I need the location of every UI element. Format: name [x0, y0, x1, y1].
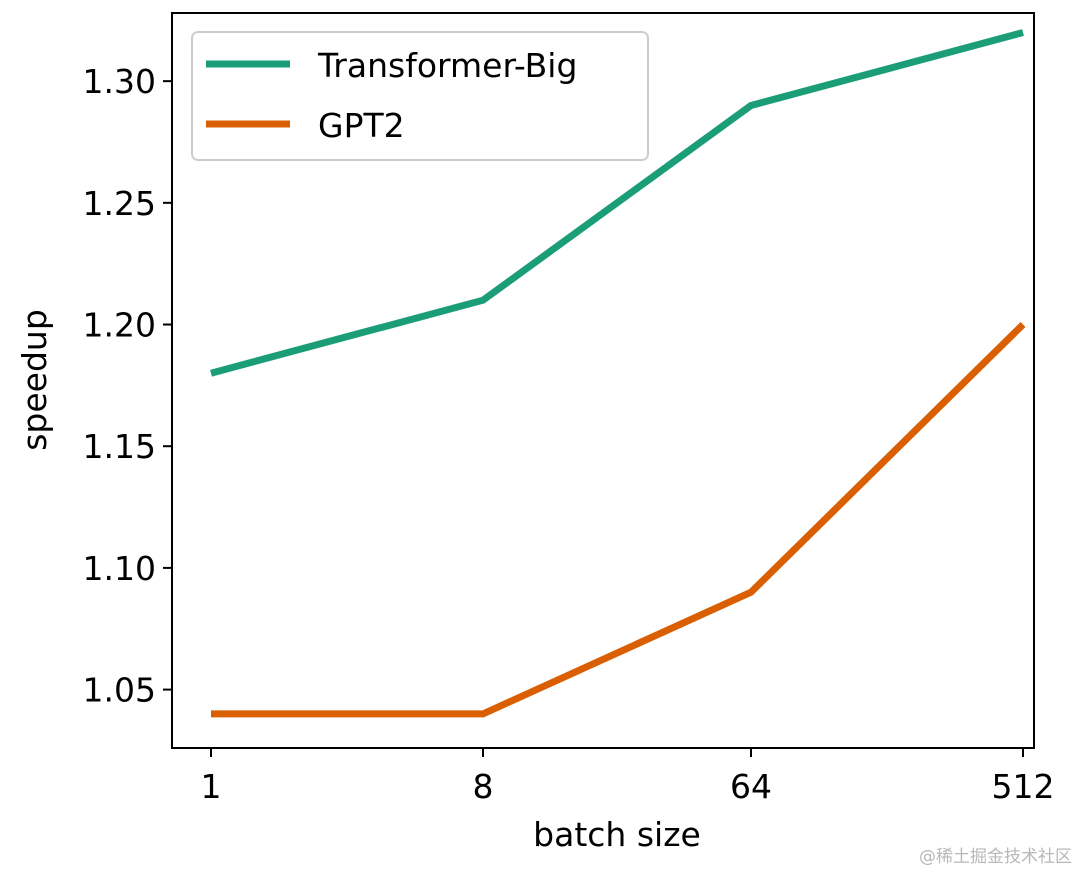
watermark: @稀土掘金技术社区 — [919, 847, 1072, 867]
y-tick-label: 1.20 — [83, 306, 156, 345]
y-tick-label: 1.25 — [83, 184, 156, 223]
y-tick-label: 1.15 — [83, 427, 156, 466]
legend-box — [191, 31, 649, 161]
legend-label-gpt2: GPT2 — [318, 106, 405, 145]
series-line-gpt2 — [211, 322, 1026, 718]
y-tick-label: 1.05 — [83, 671, 156, 710]
series-line-transformer-big — [210, 29, 1024, 377]
plot-frame — [171, 12, 1035, 749]
legend: Transformer-Big GPT2 — [191, 31, 649, 161]
y-axis-label: speedup — [15, 309, 54, 451]
x-tick-label: 8 — [473, 767, 494, 806]
y-tick-label: 1.30 — [83, 62, 156, 101]
legend-label-transformer-big: Transformer-Big — [317, 46, 577, 85]
y-axis-ticks: 1.05 1.10 1.15 1.20 1.25 1.30 — [83, 62, 172, 710]
x-axis-label: batch size — [533, 815, 701, 854]
y-tick-label: 1.10 — [83, 549, 156, 588]
x-tick-label: 64 — [730, 767, 772, 806]
x-tick-label: 1 — [201, 767, 222, 806]
x-axis-ticks: 1 8 64 512 — [201, 748, 1055, 806]
x-tick-label: 512 — [992, 767, 1055, 806]
series-layer — [210, 29, 1026, 718]
